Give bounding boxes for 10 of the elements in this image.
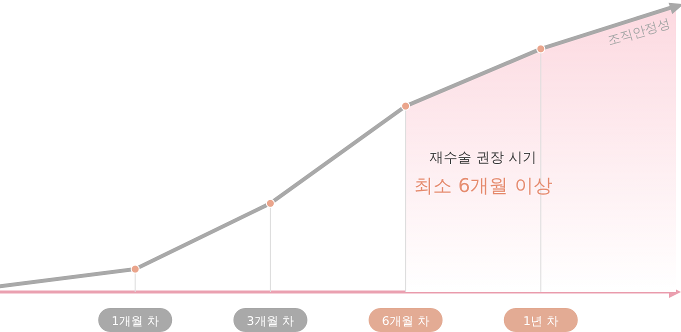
point <box>266 198 275 208</box>
x-tick-label: 1년 차 <box>523 314 559 328</box>
point <box>401 102 410 111</box>
x-tick-label: 3개월 차 <box>246 314 294 328</box>
point <box>536 44 546 54</box>
point <box>130 264 140 274</box>
x-tick-label: 6개월 차 <box>382 314 430 328</box>
annotation: 재수술 권장 시기 <box>430 150 537 166</box>
annotation: 최소 6개월 이상 <box>414 175 552 197</box>
x-tick-label: 1개월 차 <box>111 314 159 328</box>
